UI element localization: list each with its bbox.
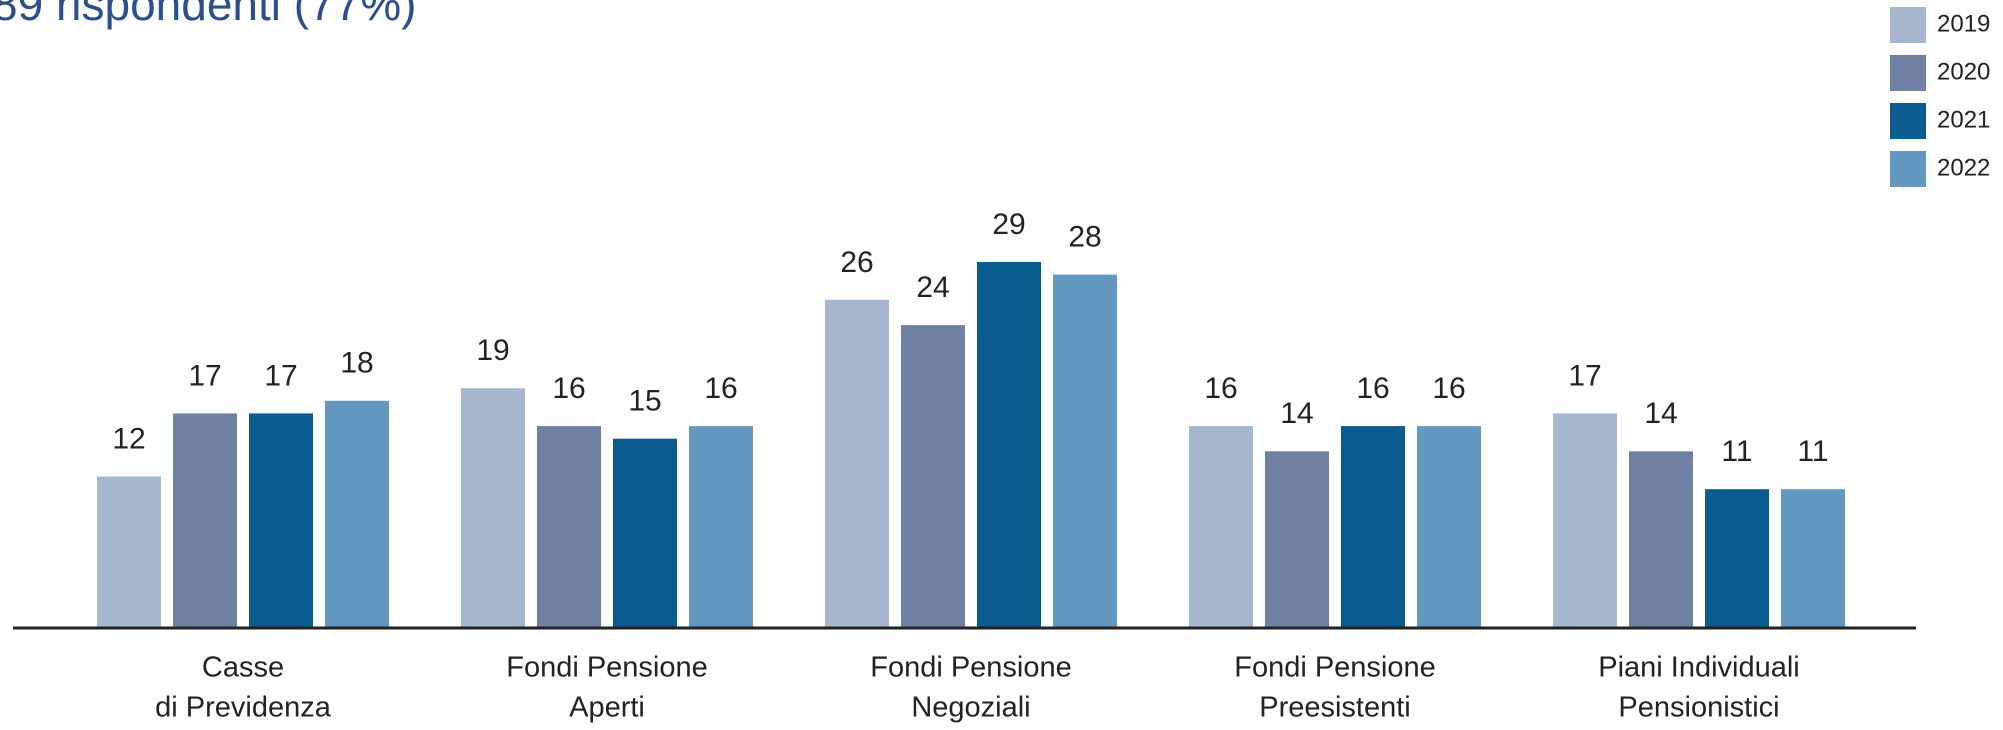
x-tick-label: Preesistenti [1259,692,1411,724]
value-label: 17 [188,359,221,392]
bar [1629,451,1693,628]
legend-swatch [1890,151,1926,187]
x-tick-label: Aperti [569,692,645,724]
x-tick-label: Negoziali [911,692,1030,724]
legend-label: 2021 [1937,106,1990,133]
value-label: 18 [340,347,373,380]
legend-swatch [1890,55,1926,91]
legend-label: 2019 [1937,10,1990,37]
value-label: 11 [1797,435,1828,468]
value-label: 14 [1644,397,1677,430]
value-label: 12 [112,422,145,455]
bar [613,438,677,628]
value-label: 16 [552,372,585,405]
bar [825,299,889,628]
chart-title: 89 rispondenti (77%) [0,0,416,30]
value-label: 16 [1356,372,1389,405]
bar [1705,489,1769,628]
value-label: 26 [840,246,873,279]
value-label: 28 [1068,221,1101,254]
legend-swatch [1890,7,1926,43]
value-label: 17 [1568,359,1601,392]
bar [1553,413,1617,628]
value-label: 16 [1432,372,1465,405]
bar [97,476,161,628]
bar [537,426,601,628]
x-tick-label: Fondi Pensione [1234,652,1436,684]
bar [977,262,1041,628]
value-label: 11 [1721,435,1752,468]
x-tick-label: di Previdenza [155,692,332,724]
bar [249,413,313,628]
bar [1781,489,1845,628]
bar [1265,451,1329,628]
legend-swatch [1890,103,1926,139]
bar [325,400,389,628]
value-label: 19 [476,334,509,367]
bar [689,426,753,628]
bar [1189,426,1253,628]
bar [173,413,237,628]
x-tick-label: Pensionistici [1618,692,1779,724]
x-tick-label: Fondi Pensione [870,652,1072,684]
bar [461,388,525,628]
legend-label: 2022 [1937,154,1990,181]
legend-label: 2020 [1937,58,1990,85]
x-tick-label: Casse [202,652,284,684]
bar [1417,426,1481,628]
value-label: 16 [1204,372,1237,405]
value-label: 17 [264,359,297,392]
value-label: 24 [916,271,949,304]
x-tick-label: Fondi Pensione [506,652,708,684]
value-label: 15 [628,385,661,418]
bar [901,325,965,628]
bar [1341,426,1405,628]
x-tick-label: Piani Individuali [1598,652,1800,684]
bar [1053,274,1117,628]
value-label: 16 [704,372,737,405]
value-label: 29 [992,208,1025,241]
value-label: 14 [1280,397,1313,430]
